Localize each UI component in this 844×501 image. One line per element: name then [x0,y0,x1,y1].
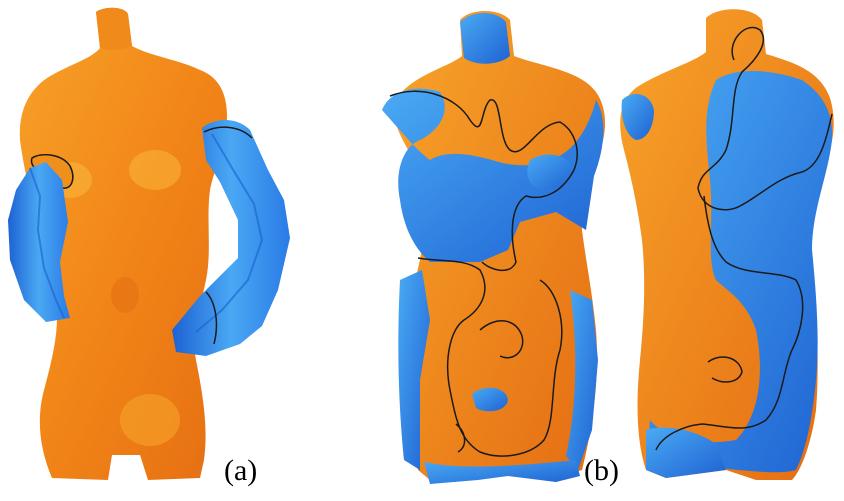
torso-front-render [360,0,620,501]
panel-label-b: (b) [584,454,619,487]
torso-with-arms-render: (a) [0,0,300,501]
panel-label-a: (a) [224,454,258,487]
torso-back-render [606,0,844,501]
right-arm [172,120,290,356]
torso-body [19,7,227,481]
